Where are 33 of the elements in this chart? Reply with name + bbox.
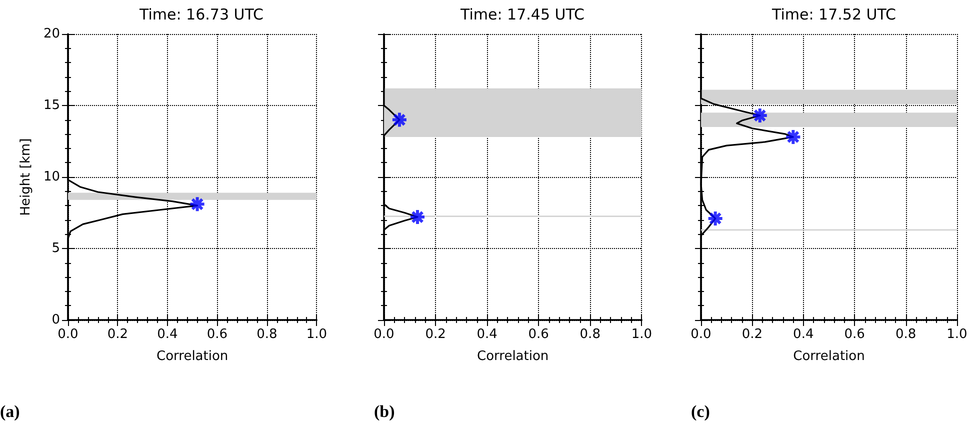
x-tick-label: 0.8 [580, 327, 600, 342]
chart-title: Time: 17.52 UTC [771, 6, 896, 24]
x-tick-label: 1.0 [946, 327, 968, 342]
x-axis-title: Correlation [156, 349, 228, 364]
x-tick-label: 0.2 [107, 327, 128, 342]
x-tick-label: 0.0 [58, 327, 78, 342]
chart-title: Time: 16.73 UTC [138, 6, 264, 24]
x-tick-label: 0.4 [476, 327, 498, 342]
x-tick-label: 0.6 [528, 327, 549, 342]
y-tick-label: 0 [52, 312, 60, 328]
y-tick-label: 20 [43, 26, 60, 42]
x-tick-label: 0.0 [690, 327, 712, 342]
y-axis-title: Height [km] [18, 138, 34, 216]
chart-title: Time: 17.45 UTC [460, 6, 584, 24]
y-tick-label: 5 [52, 241, 60, 256]
text: (a) [0, 402, 20, 422]
x-tick-label: 0.2 [742, 327, 763, 342]
x-tick-label: 1.0 [631, 327, 652, 342]
x-tick-label: 0.6 [206, 327, 228, 342]
x-tick-label: 0.2 [425, 327, 446, 342]
x-tick-label: 0.8 [256, 327, 278, 342]
text: (b) [374, 402, 395, 422]
x-axis-title: Correlation [476, 349, 549, 364]
x-tick-label: 0.4 [793, 327, 814, 342]
x-tick-label: 0.0 [374, 327, 394, 342]
x-tick-label: 0.6 [844, 327, 865, 342]
x-tick-label: 0.8 [895, 327, 916, 342]
text: (c) [691, 402, 710, 422]
x-axis-title: Correlation [793, 349, 865, 364]
x-tick-label: 0.4 [157, 327, 178, 342]
y-tick-label: 15 [43, 98, 60, 113]
y-tick-label: 10 [43, 170, 60, 184]
x-tick-label: 1.0 [306, 327, 328, 342]
